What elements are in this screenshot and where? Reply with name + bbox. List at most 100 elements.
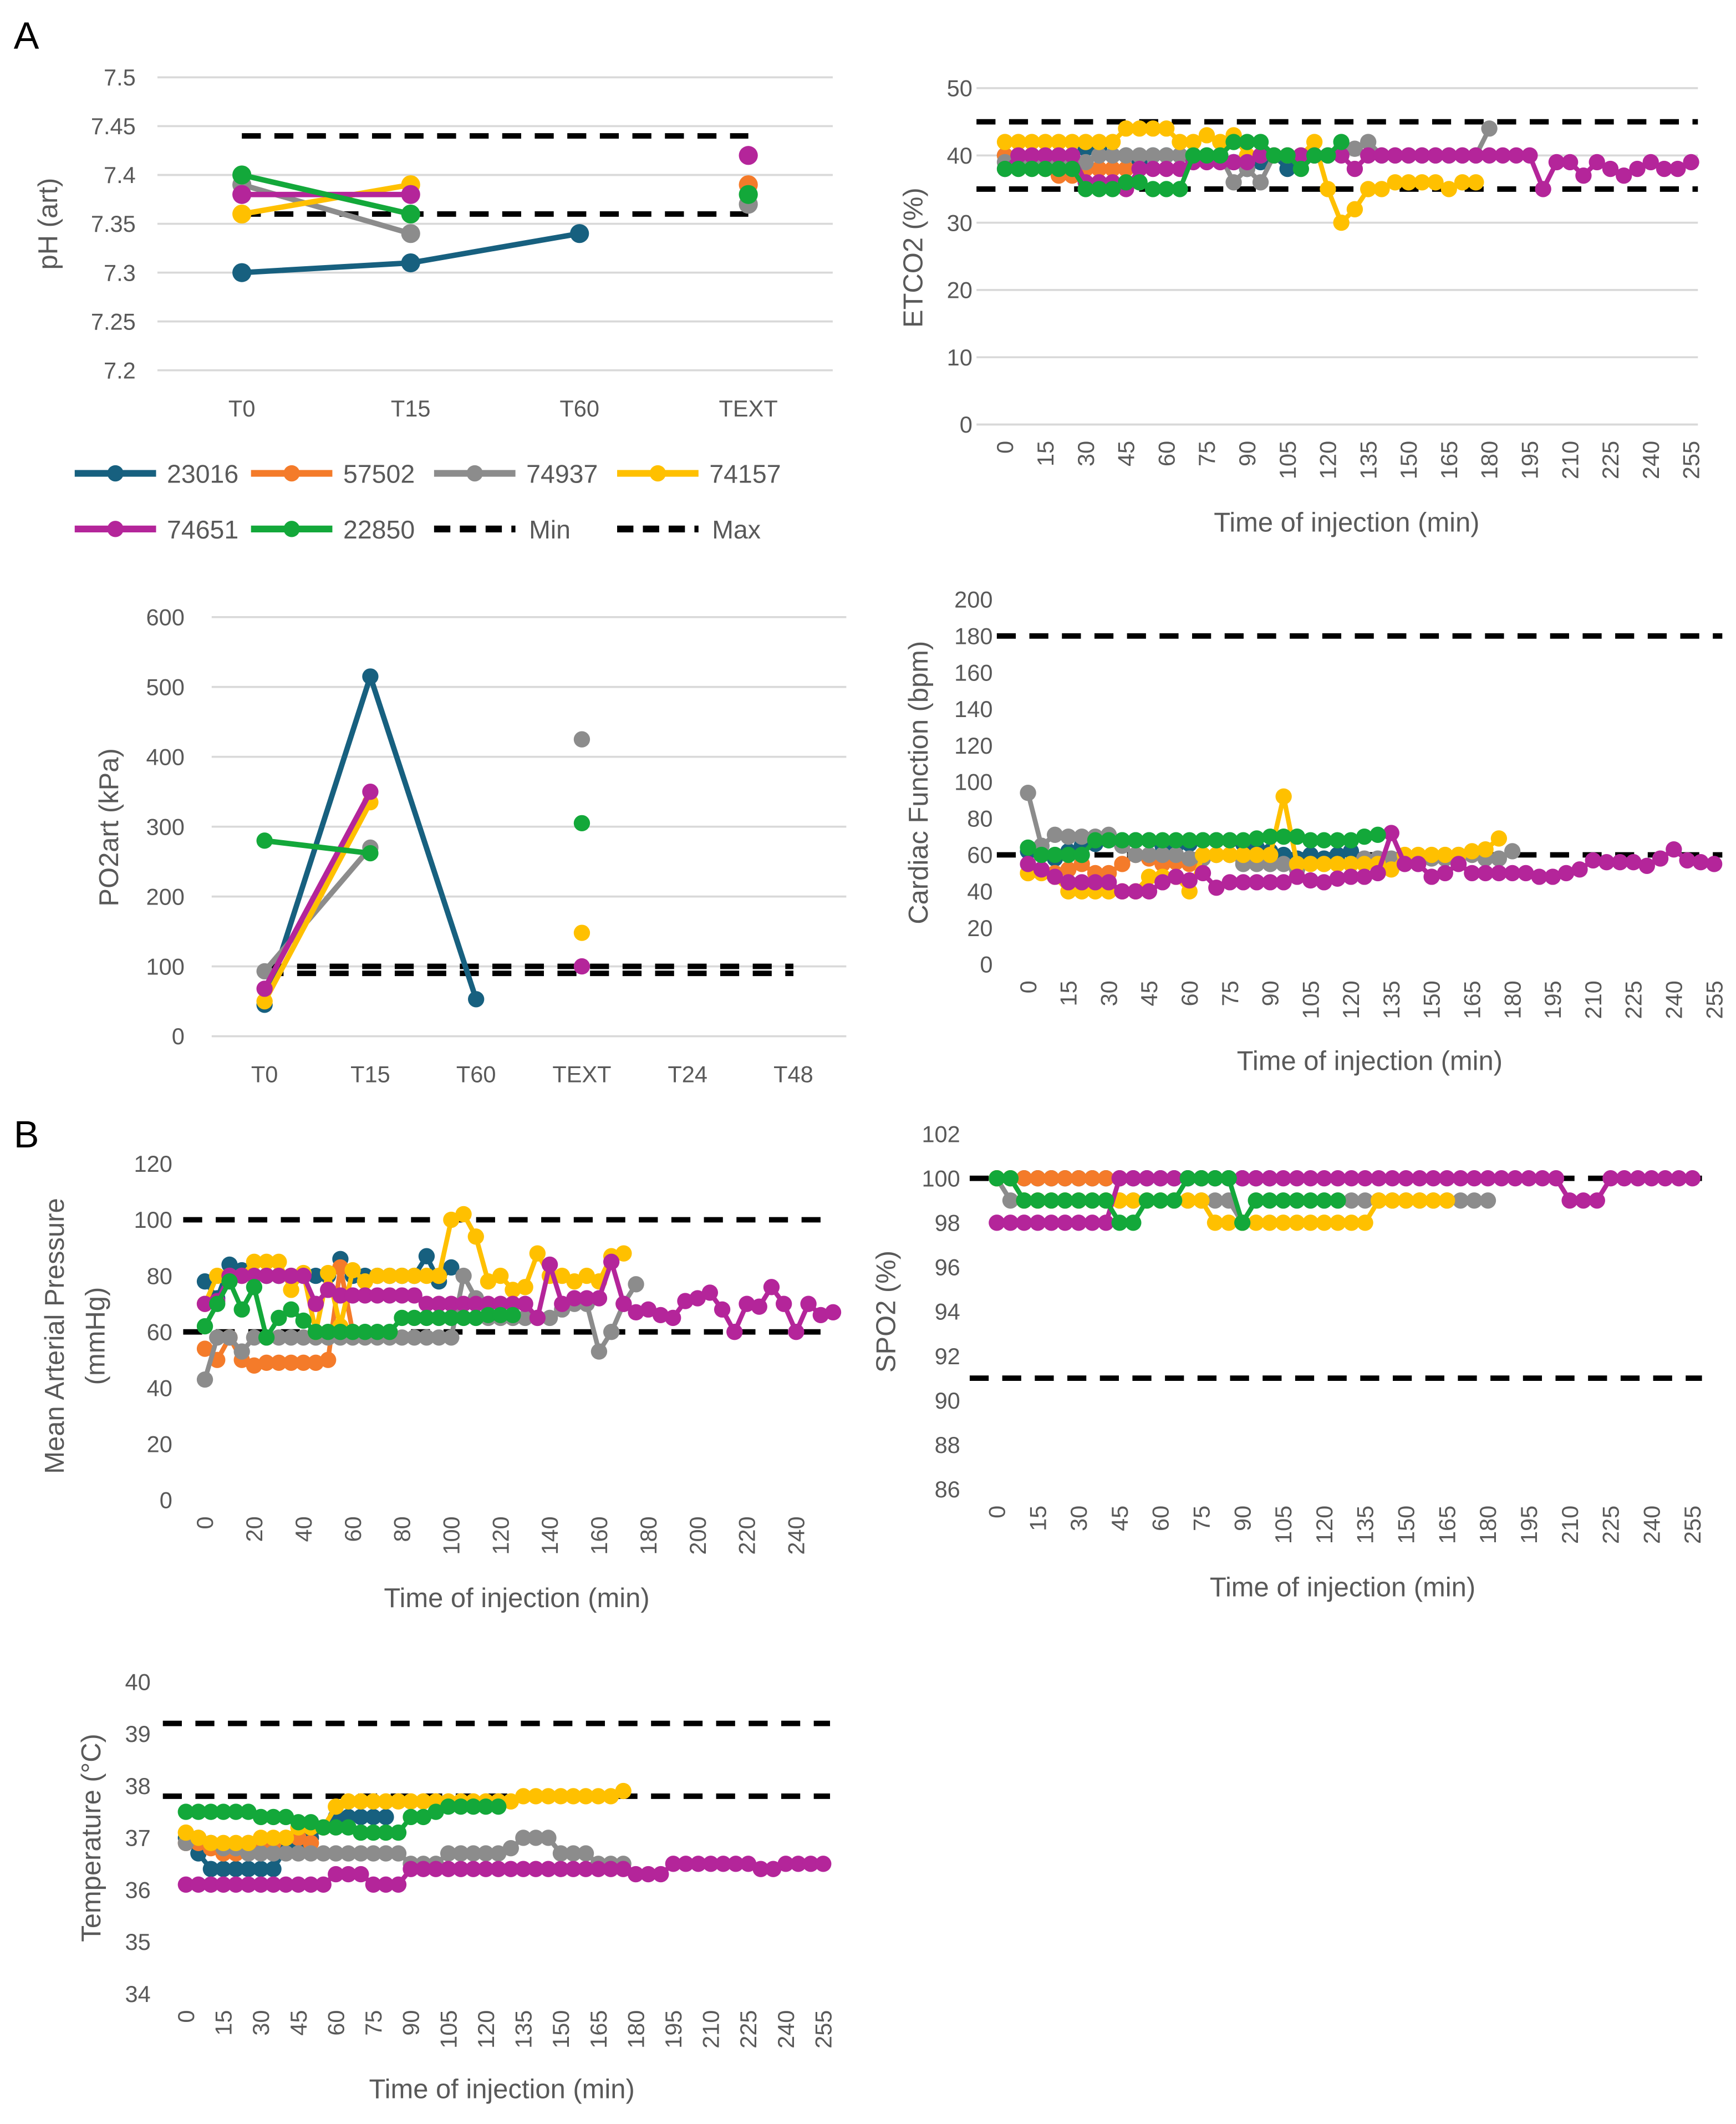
data-point bbox=[1084, 1170, 1101, 1187]
data-point bbox=[615, 1245, 632, 1262]
x-tick-label: 165 bbox=[1436, 441, 1462, 479]
data-point bbox=[1198, 147, 1215, 164]
data-point bbox=[492, 1307, 509, 1324]
data-point bbox=[603, 1324, 620, 1340]
x-tick-label: 15 bbox=[1056, 980, 1082, 1006]
data-point bbox=[369, 1287, 386, 1304]
series-22850 bbox=[996, 134, 1350, 197]
x-tick-label: 255 bbox=[1701, 980, 1727, 1019]
data-point bbox=[1010, 134, 1027, 150]
data-point bbox=[573, 815, 590, 832]
series-74937 bbox=[232, 175, 758, 243]
data-point bbox=[740, 1856, 757, 1872]
data-point bbox=[1343, 1215, 1360, 1231]
data-point bbox=[290, 1845, 307, 1862]
data-point bbox=[1234, 1170, 1251, 1187]
data-point bbox=[227, 1876, 245, 1893]
data-point bbox=[1057, 1215, 1073, 1231]
data-point bbox=[1198, 127, 1215, 144]
data-point bbox=[1239, 154, 1255, 171]
data-point bbox=[1172, 181, 1188, 197]
ph-chart: pH (art) 7.2 7.25 7.3 7.35 7.4 7.45 7.5 T0 T15 T6… bbox=[33, 64, 833, 421]
data-point bbox=[215, 1803, 232, 1820]
data-point bbox=[1466, 1170, 1483, 1187]
legend-item-min: Min bbox=[434, 515, 571, 544]
data-point bbox=[430, 1309, 447, 1327]
data-point bbox=[1235, 846, 1252, 863]
data-point bbox=[628, 1866, 644, 1883]
x-tick-label: 135 bbox=[1378, 980, 1404, 1019]
data-point bbox=[615, 1782, 632, 1800]
data-point bbox=[328, 1866, 344, 1883]
data-point bbox=[1464, 865, 1480, 882]
data-point bbox=[775, 1295, 792, 1312]
map-x-axis-title: Time of injection (min) bbox=[384, 1583, 649, 1613]
data-point bbox=[1638, 857, 1655, 874]
data-point bbox=[1411, 1192, 1428, 1209]
data-point bbox=[394, 1309, 410, 1327]
data-point bbox=[1077, 181, 1094, 197]
data-point bbox=[340, 1793, 357, 1810]
data-point bbox=[1221, 832, 1238, 848]
x-tick-label: 120 bbox=[473, 2010, 499, 2049]
data-point bbox=[1275, 788, 1292, 805]
data-point bbox=[394, 1287, 410, 1304]
data-point bbox=[252, 1845, 269, 1862]
y-tick-label: 80 bbox=[967, 805, 992, 831]
series-74651 bbox=[1020, 825, 1723, 900]
data-point bbox=[290, 1814, 307, 1831]
data-point bbox=[1330, 1215, 1346, 1231]
data-point bbox=[1548, 154, 1565, 171]
data-point bbox=[283, 1301, 299, 1318]
data-point bbox=[1248, 1192, 1264, 1209]
data-point bbox=[1033, 861, 1050, 878]
data-point bbox=[1320, 147, 1336, 164]
data-point bbox=[640, 1301, 656, 1318]
x-tick-label: 200 bbox=[685, 1516, 711, 1554]
data-point bbox=[256, 993, 273, 1010]
po2-y-axis-title: PO2art (kPa) bbox=[94, 748, 124, 906]
temperature-chart: Temperature (°C) Time of injection (min)… bbox=[77, 1669, 836, 2104]
data-point bbox=[615, 1861, 632, 1877]
data-point bbox=[689, 1290, 706, 1307]
data-point bbox=[378, 1793, 394, 1810]
data-point bbox=[1087, 832, 1104, 848]
data-point bbox=[1252, 174, 1269, 191]
data-point bbox=[1225, 154, 1242, 171]
data-point bbox=[1575, 1192, 1592, 1209]
data-point bbox=[578, 1290, 595, 1307]
data-point bbox=[480, 1295, 497, 1312]
data-point bbox=[577, 1845, 594, 1862]
data-point bbox=[1383, 861, 1399, 878]
y-tick-label: 400 bbox=[146, 744, 184, 770]
data-point bbox=[1261, 1170, 1278, 1187]
y-tick-label: 30 bbox=[947, 210, 973, 236]
data-point bbox=[1531, 868, 1547, 885]
data-point bbox=[1370, 1170, 1387, 1187]
y-tick-label: 88 bbox=[935, 1432, 960, 1458]
data-point bbox=[196, 1273, 213, 1290]
data-point bbox=[1104, 134, 1121, 150]
x-tick-label: 195 bbox=[1517, 441, 1543, 479]
y-tick-label: 39 bbox=[125, 1721, 150, 1747]
data-point bbox=[307, 1354, 324, 1371]
x-tick-label: 90 bbox=[1258, 980, 1284, 1006]
data-point bbox=[653, 1866, 669, 1883]
data-point bbox=[1193, 1192, 1210, 1209]
y-tick-label: 180 bbox=[954, 623, 992, 649]
data-point bbox=[1194, 865, 1211, 882]
x-tick-label: 90 bbox=[398, 2010, 424, 2036]
data-point bbox=[540, 1861, 557, 1877]
x-tick-label: 0 bbox=[992, 441, 1018, 454]
data-point bbox=[1342, 832, 1360, 848]
data-point bbox=[381, 1267, 398, 1284]
data-point bbox=[1158, 160, 1175, 177]
data-point bbox=[1642, 154, 1659, 171]
data-point bbox=[1070, 1215, 1087, 1231]
data-point bbox=[353, 1845, 369, 1862]
data-point bbox=[1057, 1192, 1073, 1209]
data-point bbox=[1104, 147, 1121, 164]
data-point bbox=[1016, 1192, 1032, 1209]
data-point bbox=[1289, 1170, 1305, 1187]
y-tick-label: 38 bbox=[125, 1773, 150, 1799]
